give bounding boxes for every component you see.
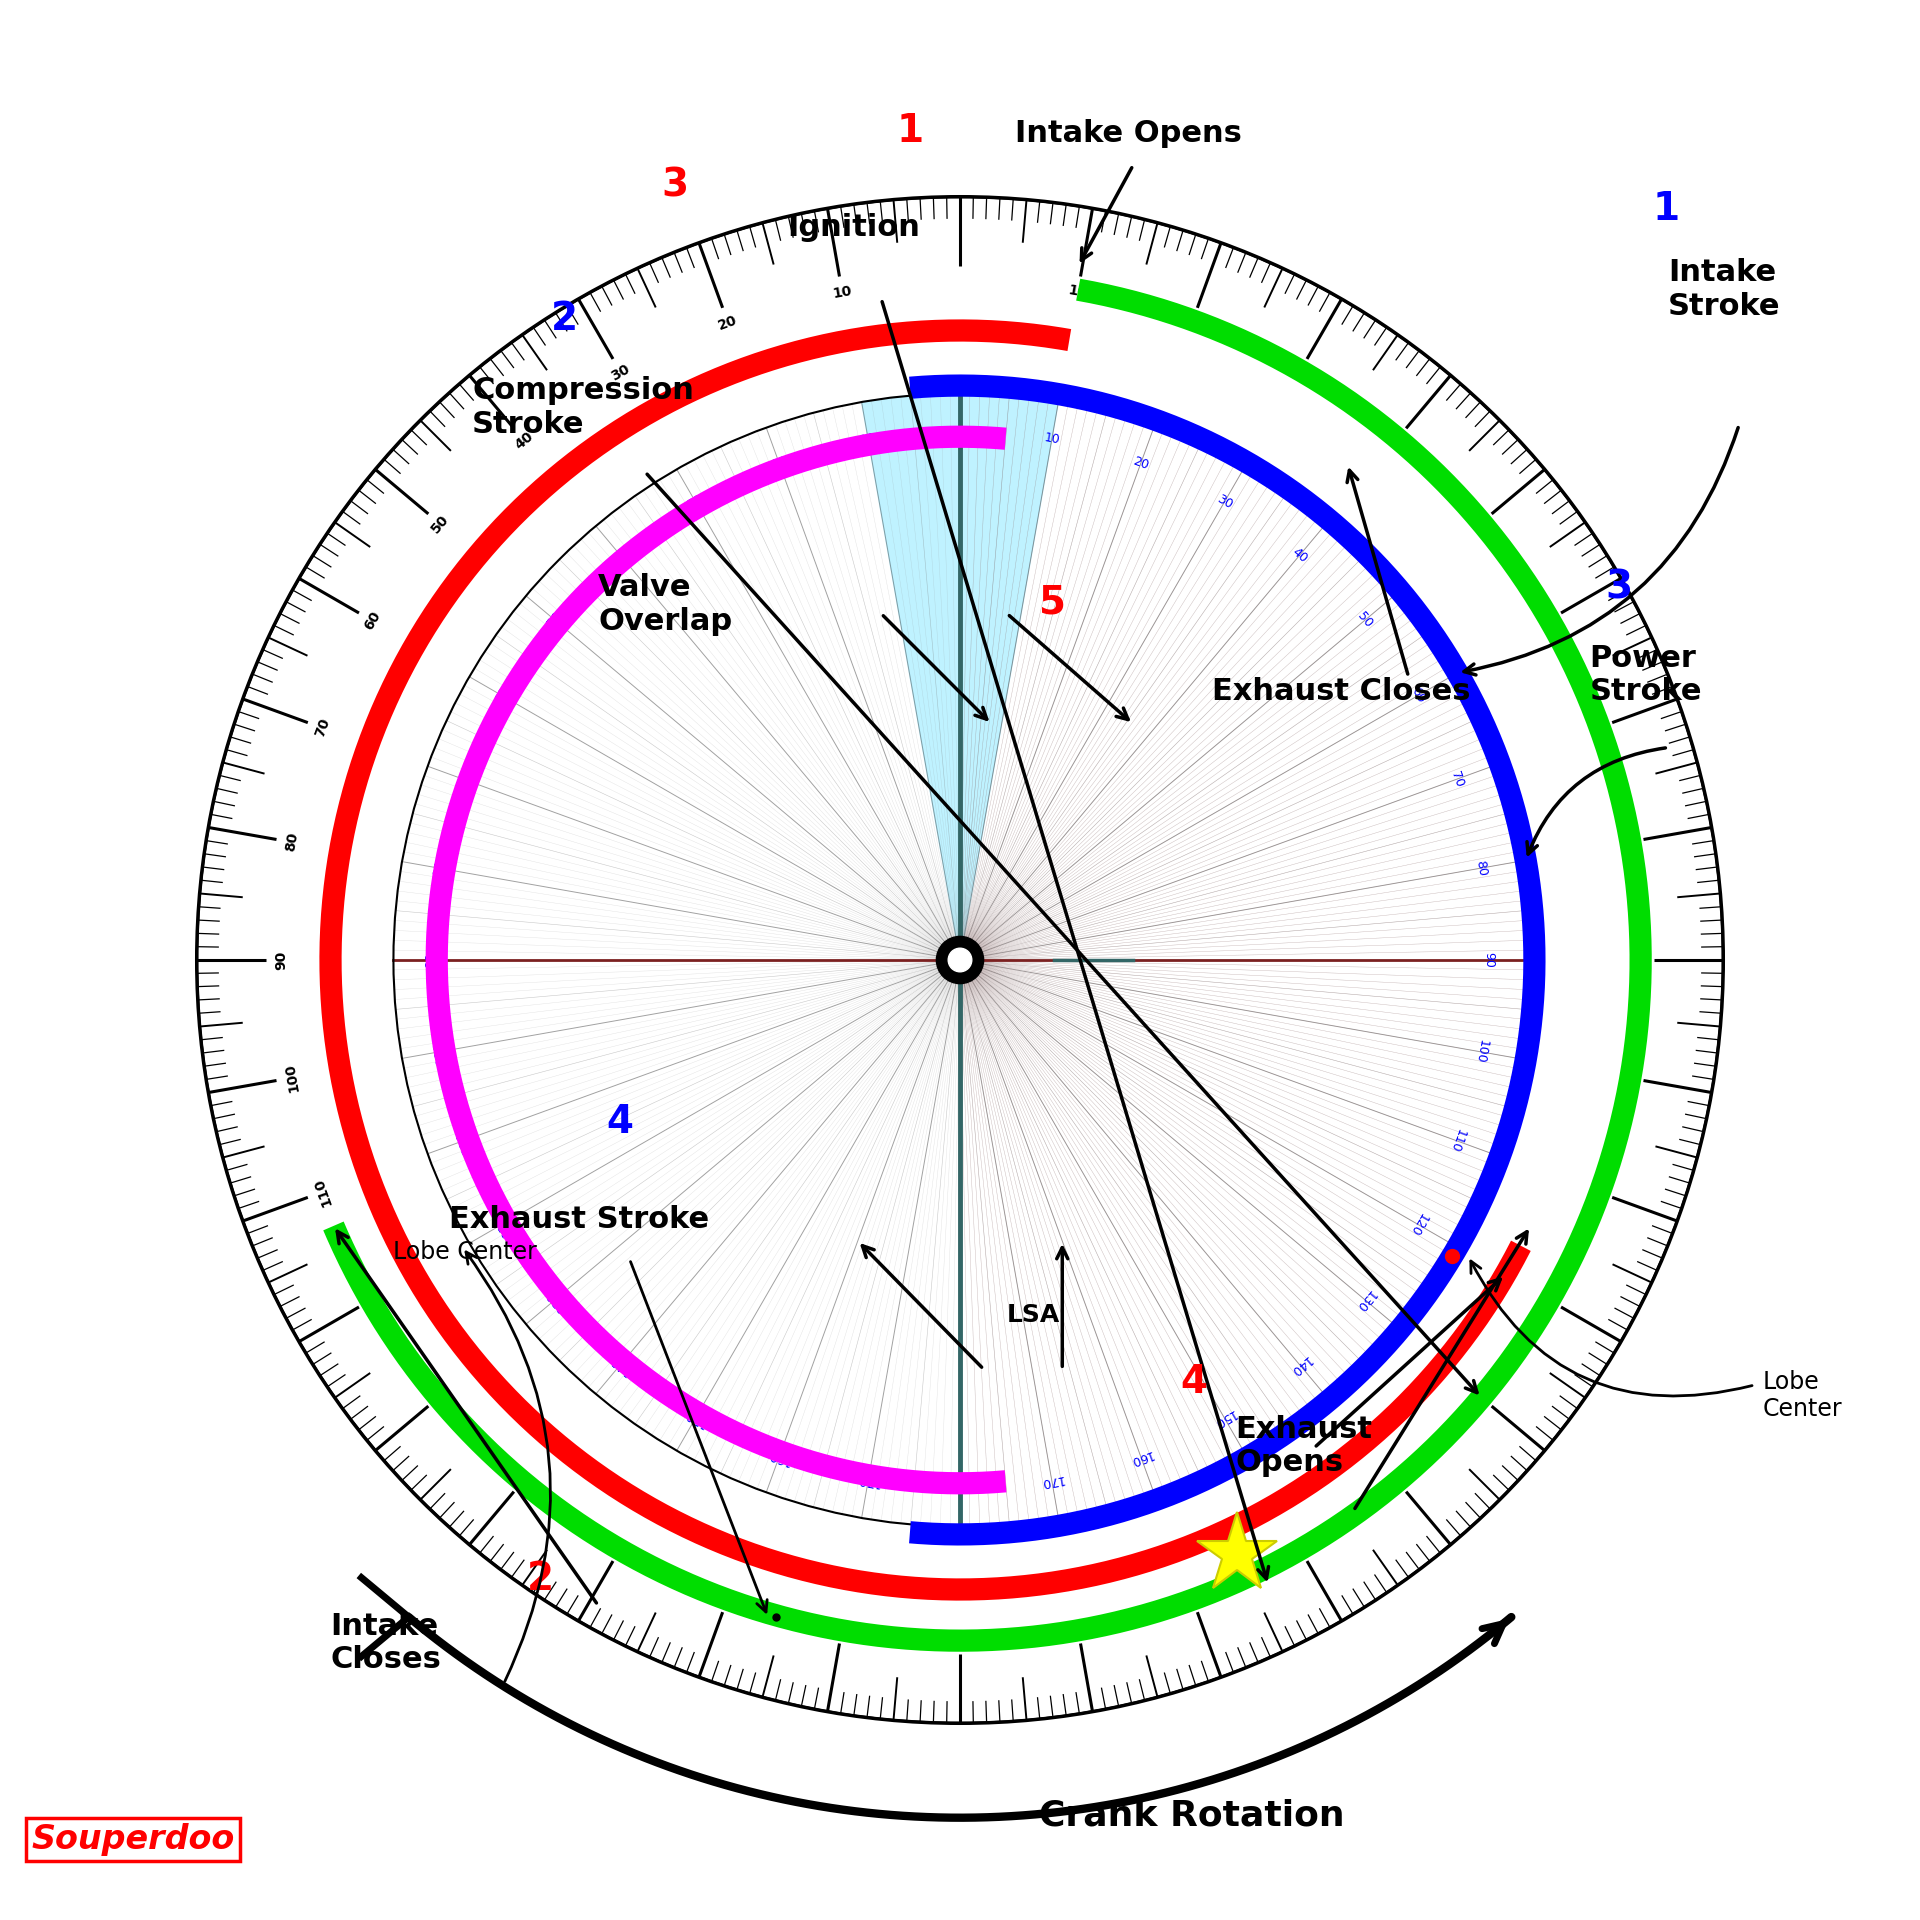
Text: 140: 140 bbox=[1380, 1465, 1411, 1494]
Text: 160: 160 bbox=[712, 1586, 745, 1609]
Text: 150: 150 bbox=[605, 1534, 637, 1561]
Text: 70: 70 bbox=[455, 770, 472, 789]
Text: Intake
Closes: Intake Closes bbox=[330, 1611, 442, 1674]
Text: 120: 120 bbox=[1405, 1212, 1430, 1238]
Text: 3: 3 bbox=[1605, 568, 1632, 607]
Text: 2: 2 bbox=[528, 1559, 555, 1597]
Text: 70: 70 bbox=[313, 716, 332, 739]
Text: 100: 100 bbox=[430, 1039, 447, 1066]
Text: Lobe
Center: Lobe Center bbox=[1763, 1369, 1843, 1421]
Text: 10: 10 bbox=[831, 284, 852, 301]
Text: 10: 10 bbox=[1043, 432, 1060, 447]
Text: 90: 90 bbox=[1482, 952, 1496, 968]
Text: Exhaust
Opens: Exhaust Opens bbox=[1235, 1415, 1373, 1478]
Text: Intake Opens: Intake Opens bbox=[1016, 119, 1242, 148]
Text: 170: 170 bbox=[1039, 1473, 1066, 1490]
Text: LSA: LSA bbox=[1008, 1304, 1060, 1327]
Text: 170: 170 bbox=[828, 1619, 858, 1638]
Circle shape bbox=[394, 394, 1526, 1526]
Text: Lobe Center: Lobe Center bbox=[394, 1240, 538, 1263]
Text: 140: 140 bbox=[607, 1352, 634, 1379]
Text: 1: 1 bbox=[897, 111, 924, 150]
Text: 130: 130 bbox=[1352, 1286, 1379, 1313]
Circle shape bbox=[948, 948, 972, 972]
Text: 90: 90 bbox=[424, 952, 438, 968]
Text: 140: 140 bbox=[1286, 1352, 1313, 1379]
Text: Souperdoo: Souperdoo bbox=[31, 1824, 234, 1857]
Text: 30: 30 bbox=[1213, 492, 1235, 511]
Text: 20: 20 bbox=[716, 313, 739, 332]
Text: 100: 100 bbox=[1473, 1039, 1490, 1066]
Text: 4: 4 bbox=[1181, 1363, 1208, 1402]
Text: 120: 120 bbox=[359, 1283, 386, 1315]
Text: 40: 40 bbox=[1384, 428, 1407, 451]
Text: Crank Rotation: Crank Rotation bbox=[1039, 1799, 1344, 1832]
Text: 130: 130 bbox=[541, 1286, 568, 1313]
Text: 100: 100 bbox=[1619, 1062, 1638, 1092]
Text: 120: 120 bbox=[1534, 1283, 1561, 1315]
Text: 10: 10 bbox=[860, 432, 877, 447]
Circle shape bbox=[937, 937, 983, 983]
Text: 3: 3 bbox=[660, 167, 687, 205]
Text: 90: 90 bbox=[1632, 950, 1645, 970]
Text: Power
Stroke: Power Stroke bbox=[1590, 643, 1701, 707]
Text: Ignition: Ignition bbox=[787, 213, 920, 242]
Text: Exhaust Closes: Exhaust Closes bbox=[1212, 678, 1471, 707]
Circle shape bbox=[196, 196, 1724, 1724]
Text: 60: 60 bbox=[492, 685, 511, 707]
Text: 70: 70 bbox=[1448, 770, 1465, 789]
Text: 100: 100 bbox=[282, 1062, 301, 1092]
Text: 60: 60 bbox=[361, 609, 384, 634]
Text: 170: 170 bbox=[1062, 1619, 1092, 1638]
Text: 150: 150 bbox=[682, 1405, 708, 1430]
Text: 130: 130 bbox=[426, 1380, 455, 1411]
Text: 1: 1 bbox=[1653, 190, 1680, 228]
Text: 80: 80 bbox=[1619, 831, 1636, 852]
Text: 60: 60 bbox=[1536, 609, 1559, 634]
Text: 4: 4 bbox=[607, 1104, 634, 1140]
Text: 80: 80 bbox=[432, 858, 447, 877]
Text: 10: 10 bbox=[1068, 284, 1089, 301]
Text: 60: 60 bbox=[1409, 685, 1428, 707]
Text: 50: 50 bbox=[1469, 513, 1492, 536]
Text: 20: 20 bbox=[1181, 313, 1204, 332]
Text: 110: 110 bbox=[453, 1127, 472, 1154]
Text: 140: 140 bbox=[509, 1465, 540, 1494]
Text: 150: 150 bbox=[1283, 1534, 1315, 1561]
Text: 170: 170 bbox=[854, 1473, 881, 1490]
Text: 20: 20 bbox=[770, 455, 789, 472]
Text: 150: 150 bbox=[1212, 1405, 1238, 1430]
Text: 40: 40 bbox=[611, 545, 630, 564]
Text: Intake
Stroke: Intake Stroke bbox=[1668, 257, 1780, 321]
Text: 30: 30 bbox=[609, 361, 634, 384]
Text: 30: 30 bbox=[685, 492, 707, 511]
Text: 160: 160 bbox=[1127, 1448, 1154, 1467]
Text: 90: 90 bbox=[275, 950, 288, 970]
Text: 30: 30 bbox=[1286, 361, 1311, 384]
Text: 50: 50 bbox=[545, 611, 564, 630]
Text: 5: 5 bbox=[1039, 584, 1066, 622]
Text: Valve
Overlap: Valve Overlap bbox=[597, 572, 732, 636]
Text: 80: 80 bbox=[1473, 858, 1488, 877]
Text: Compression
Stroke: Compression Stroke bbox=[472, 376, 693, 440]
Text: 50: 50 bbox=[1356, 611, 1375, 630]
Text: 120: 120 bbox=[490, 1212, 515, 1238]
Text: 110: 110 bbox=[311, 1175, 334, 1208]
Text: 110: 110 bbox=[1586, 1175, 1609, 1208]
Text: 70: 70 bbox=[1588, 716, 1607, 739]
Text: Exhaust Stroke: Exhaust Stroke bbox=[449, 1204, 708, 1233]
Wedge shape bbox=[862, 394, 1058, 960]
Text: 160: 160 bbox=[1175, 1586, 1208, 1609]
Text: 80: 80 bbox=[284, 831, 301, 852]
Text: 40: 40 bbox=[1290, 545, 1309, 564]
Text: 20: 20 bbox=[1131, 455, 1150, 472]
Text: 130: 130 bbox=[1465, 1380, 1494, 1411]
Text: 50: 50 bbox=[428, 513, 451, 536]
Text: 110: 110 bbox=[1448, 1127, 1467, 1154]
Text: 40: 40 bbox=[513, 428, 536, 451]
Text: 2: 2 bbox=[551, 301, 578, 338]
Text: 160: 160 bbox=[766, 1448, 793, 1467]
